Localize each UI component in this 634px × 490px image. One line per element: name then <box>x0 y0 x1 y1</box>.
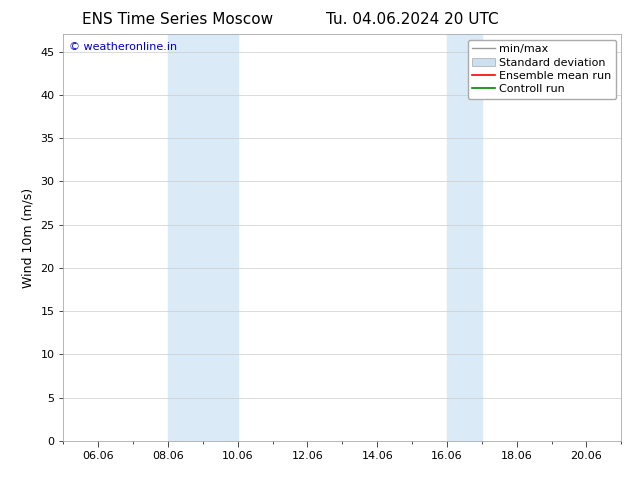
Bar <box>447 34 482 441</box>
Text: Tu. 04.06.2024 20 UTC: Tu. 04.06.2024 20 UTC <box>326 12 498 27</box>
Text: ENS Time Series Moscow: ENS Time Series Moscow <box>82 12 273 27</box>
Y-axis label: Wind 10m (m/s): Wind 10m (m/s) <box>22 188 35 288</box>
Bar <box>168 34 238 441</box>
Text: © weatheronline.in: © weatheronline.in <box>69 43 177 52</box>
Legend: min/max, Standard deviation, Ensemble mean run, Controll run: min/max, Standard deviation, Ensemble me… <box>468 40 616 99</box>
